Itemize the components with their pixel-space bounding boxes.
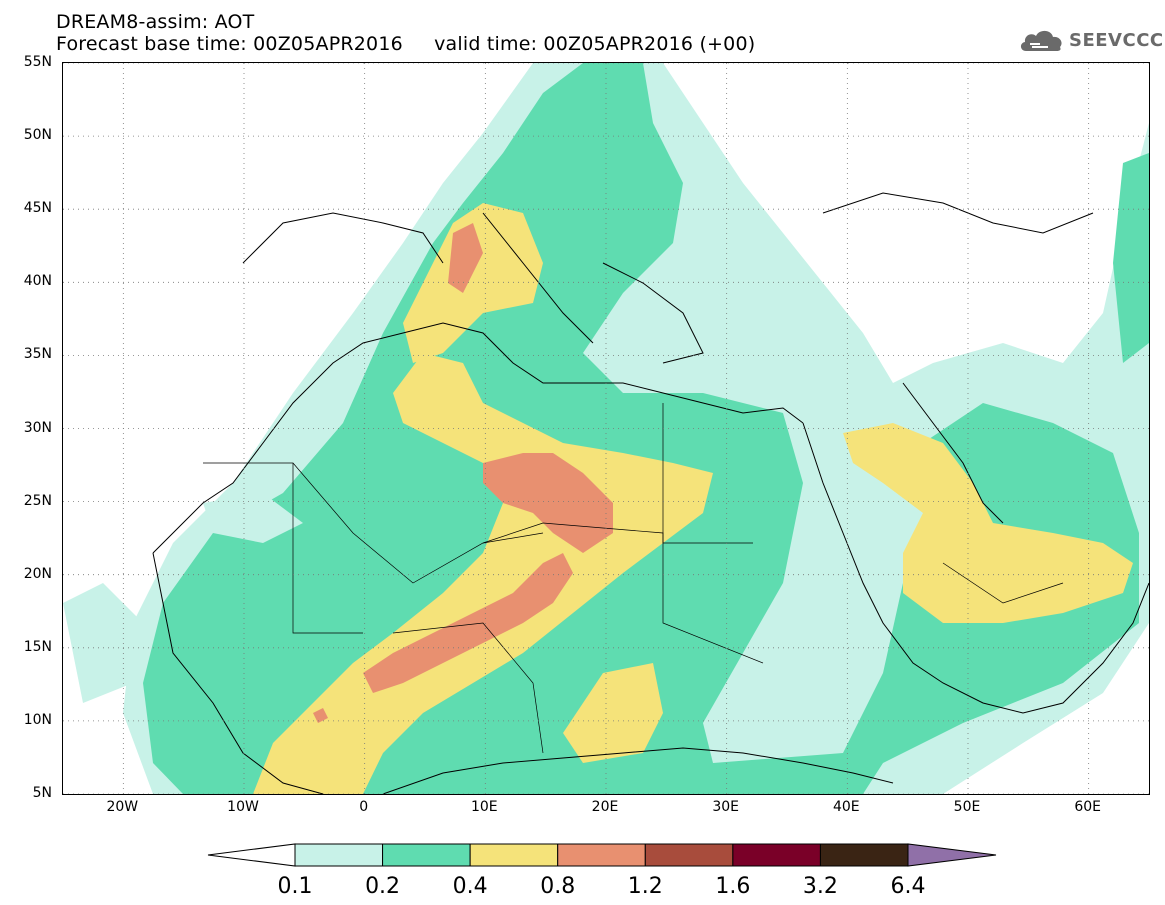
colorbar-boxes: [207, 843, 997, 867]
latitude-label: 35N: [23, 346, 52, 363]
aot-contour-0.8: [313, 223, 613, 723]
coastlines: [152, 192, 1149, 794]
logo-text: SEEVCCC: [1069, 29, 1164, 51]
latitude-label: 40N: [23, 273, 52, 290]
title-line-1: DREAM8-assim: AOT: [56, 11, 255, 33]
gridlines: [63, 63, 1149, 794]
colorbar-min-arrow: [207, 843, 296, 867]
latitude-label: 5N: [32, 785, 52, 801]
longitude-label: 10E: [470, 799, 498, 815]
colorbar-label: 1.6: [715, 874, 751, 899]
colorbar-box: [294, 843, 384, 867]
latitude-label: 20N: [23, 565, 52, 582]
latitude-label: 15N: [23, 638, 52, 655]
latitude-label: 10N: [23, 711, 52, 728]
colorbar-box: [557, 843, 646, 867]
latitude-label: 50N: [23, 127, 52, 144]
cloud-icon: [1020, 30, 1062, 51]
longitude-label: 60E: [1074, 799, 1101, 815]
colorbar-box: [732, 843, 821, 867]
latitude-label: 30N: [23, 419, 52, 436]
seevccc-logo: SEEVCCC: [1018, 26, 1164, 54]
aot-contour-0.4: [253, 203, 1133, 794]
longitude-label: 20W: [106, 799, 139, 815]
colorbar-label: 1.2: [627, 874, 663, 899]
latitude-label: 45N: [23, 200, 52, 217]
colorbar-box: [382, 843, 471, 867]
colorbar-label: 0.8: [540, 874, 576, 899]
borders: [203, 403, 1064, 754]
colorbar-label: 6.4: [890, 874, 926, 899]
colorbar-label: 0.2: [365, 874, 401, 899]
colorbar-max-arrow: [907, 843, 997, 867]
colorbar-box: [469, 843, 559, 867]
longitude-label: 40E: [832, 799, 860, 815]
colorbar-box: [644, 843, 734, 867]
latitude-label: 55N: [23, 54, 52, 70]
longitude-label: 30E: [712, 799, 739, 815]
aot-map: [62, 62, 1150, 795]
colorbar-label: 0.4: [452, 874, 488, 899]
colorbar-box: [819, 843, 909, 867]
longitude-label: 20E: [591, 799, 619, 815]
aot-field: [63, 63, 1149, 794]
latitude-label: 25N: [23, 492, 52, 509]
colorbar-label: 3.2: [802, 874, 838, 899]
longitude-label: 10W: [227, 799, 259, 815]
title-line-2: Forecast base time: 00Z05APR2016 valid t…: [56, 33, 756, 55]
longitude-label: 0: [359, 799, 369, 815]
longitude-label: 50E: [953, 799, 981, 815]
colorbar-label: 0.1: [277, 874, 313, 899]
